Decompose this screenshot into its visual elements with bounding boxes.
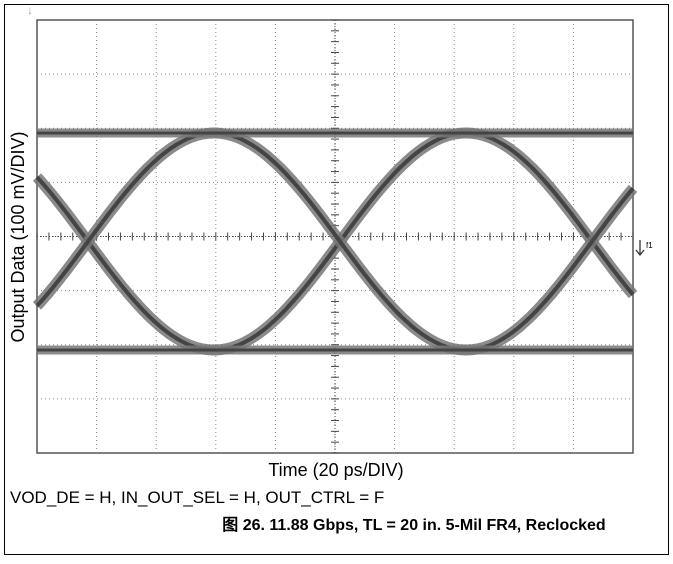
- figure: ↓ f1 Output Data (100 mV/DIV) Time (20 p…: [0, 0, 673, 559]
- page: ↓ f1 Output Data (100 mV/DIV) Time (20 p…: [0, 0, 673, 564]
- x-axis-label: Time (20 ps/DIV): [268, 460, 403, 480]
- y-axis-label: Output Data (100 mV/DIV): [8, 131, 28, 342]
- caption: 图 26. 11.88 Gbps, TL = 20 in. 5-Mil FR4,…: [222, 516, 605, 534]
- plot-area: [37, 20, 633, 453]
- trigger-arrow: ↓: [27, 3, 33, 17]
- note: VOD_DE = H, IN_OUT_SEL = H, OUT_CTRL = F: [10, 488, 384, 507]
- marker-label: f1: [646, 241, 653, 250]
